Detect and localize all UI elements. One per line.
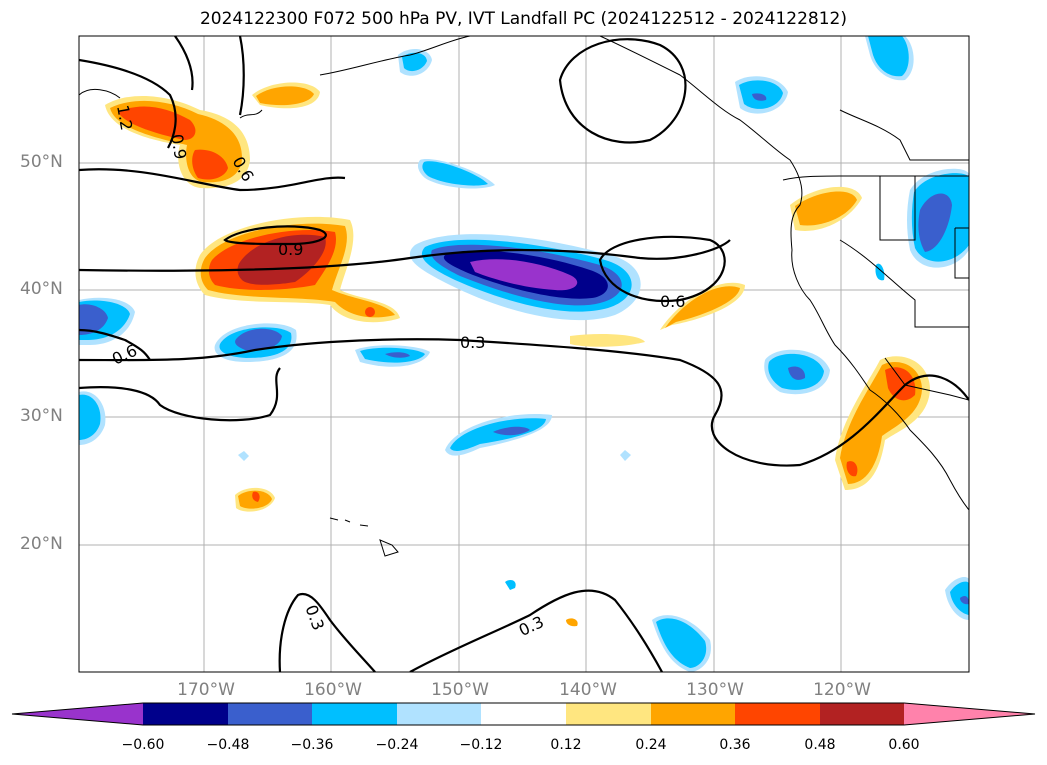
map-title: 2024122300 F072 500 hPa PV, IVT Landfall… [199, 9, 847, 29]
lon-label-130w: 130°W [686, 680, 744, 700]
contour-label: 0.9 [167, 132, 190, 160]
colorbar-segment [228, 703, 312, 725]
contour-lines [79, 36, 969, 672]
colorbar-tick-label: −0.60 [121, 737, 165, 753]
contour-label: 0.3 [460, 333, 485, 352]
colorbar-segment [566, 703, 651, 725]
lat-label-20n: 20°N [20, 534, 63, 554]
colorbar-segment [481, 703, 566, 725]
colorbar-tick-label: −0.24 [375, 737, 419, 753]
contour-label: 0.3 [302, 602, 329, 632]
colorbar-segment [820, 703, 904, 725]
colorbar-tick-label: 0.36 [719, 737, 751, 753]
colorbar-min-extension [12, 703, 143, 725]
colorbar-segment [312, 703, 397, 725]
colorbar-tick-label: 0.12 [550, 737, 582, 753]
contour-label: 1.2 [113, 103, 136, 131]
colorbar-segment [735, 703, 820, 725]
lon-label-120w: 120°W [813, 680, 871, 700]
colorbar [11, 702, 1036, 726]
lon-label-160w: 160°W [304, 680, 362, 700]
contour-label: 0.6 [660, 292, 685, 311]
map-frame [78, 35, 970, 673]
map-plot-area: 1.2 0.9 0.6 0.9 0.6 0.6 0.3 0.3 0.3 [79, 36, 969, 672]
lon-label-150w: 150°W [431, 680, 489, 700]
colorbar-segment [651, 703, 735, 725]
colorbar-segment [397, 703, 481, 725]
colorbar-tick-label: −0.12 [459, 737, 503, 753]
lon-label-140w: 140°W [559, 680, 617, 700]
colorbar-tick-label: 0.60 [888, 737, 920, 753]
colorbar-segment [143, 703, 228, 725]
contour-label: 0.9 [278, 240, 303, 259]
colorbar-tick-label: 0.24 [635, 737, 667, 753]
lat-label-30n: 30°N [20, 406, 63, 426]
colorbar-tick-label: −0.36 [290, 737, 334, 753]
coastlines [79, 36, 969, 557]
pv-anomaly-fields [79, 36, 969, 672]
lat-label-50n: 50°N [20, 152, 63, 172]
contour-label: 0.3 [516, 612, 547, 640]
colorbar-tick-label: −0.48 [206, 737, 250, 753]
lat-label-40n: 40°N [20, 279, 63, 299]
colorbar-tick-label: 0.48 [804, 737, 836, 753]
lon-label-170w: 170°W [177, 680, 235, 700]
colorbar-max-extension [904, 703, 1035, 725]
